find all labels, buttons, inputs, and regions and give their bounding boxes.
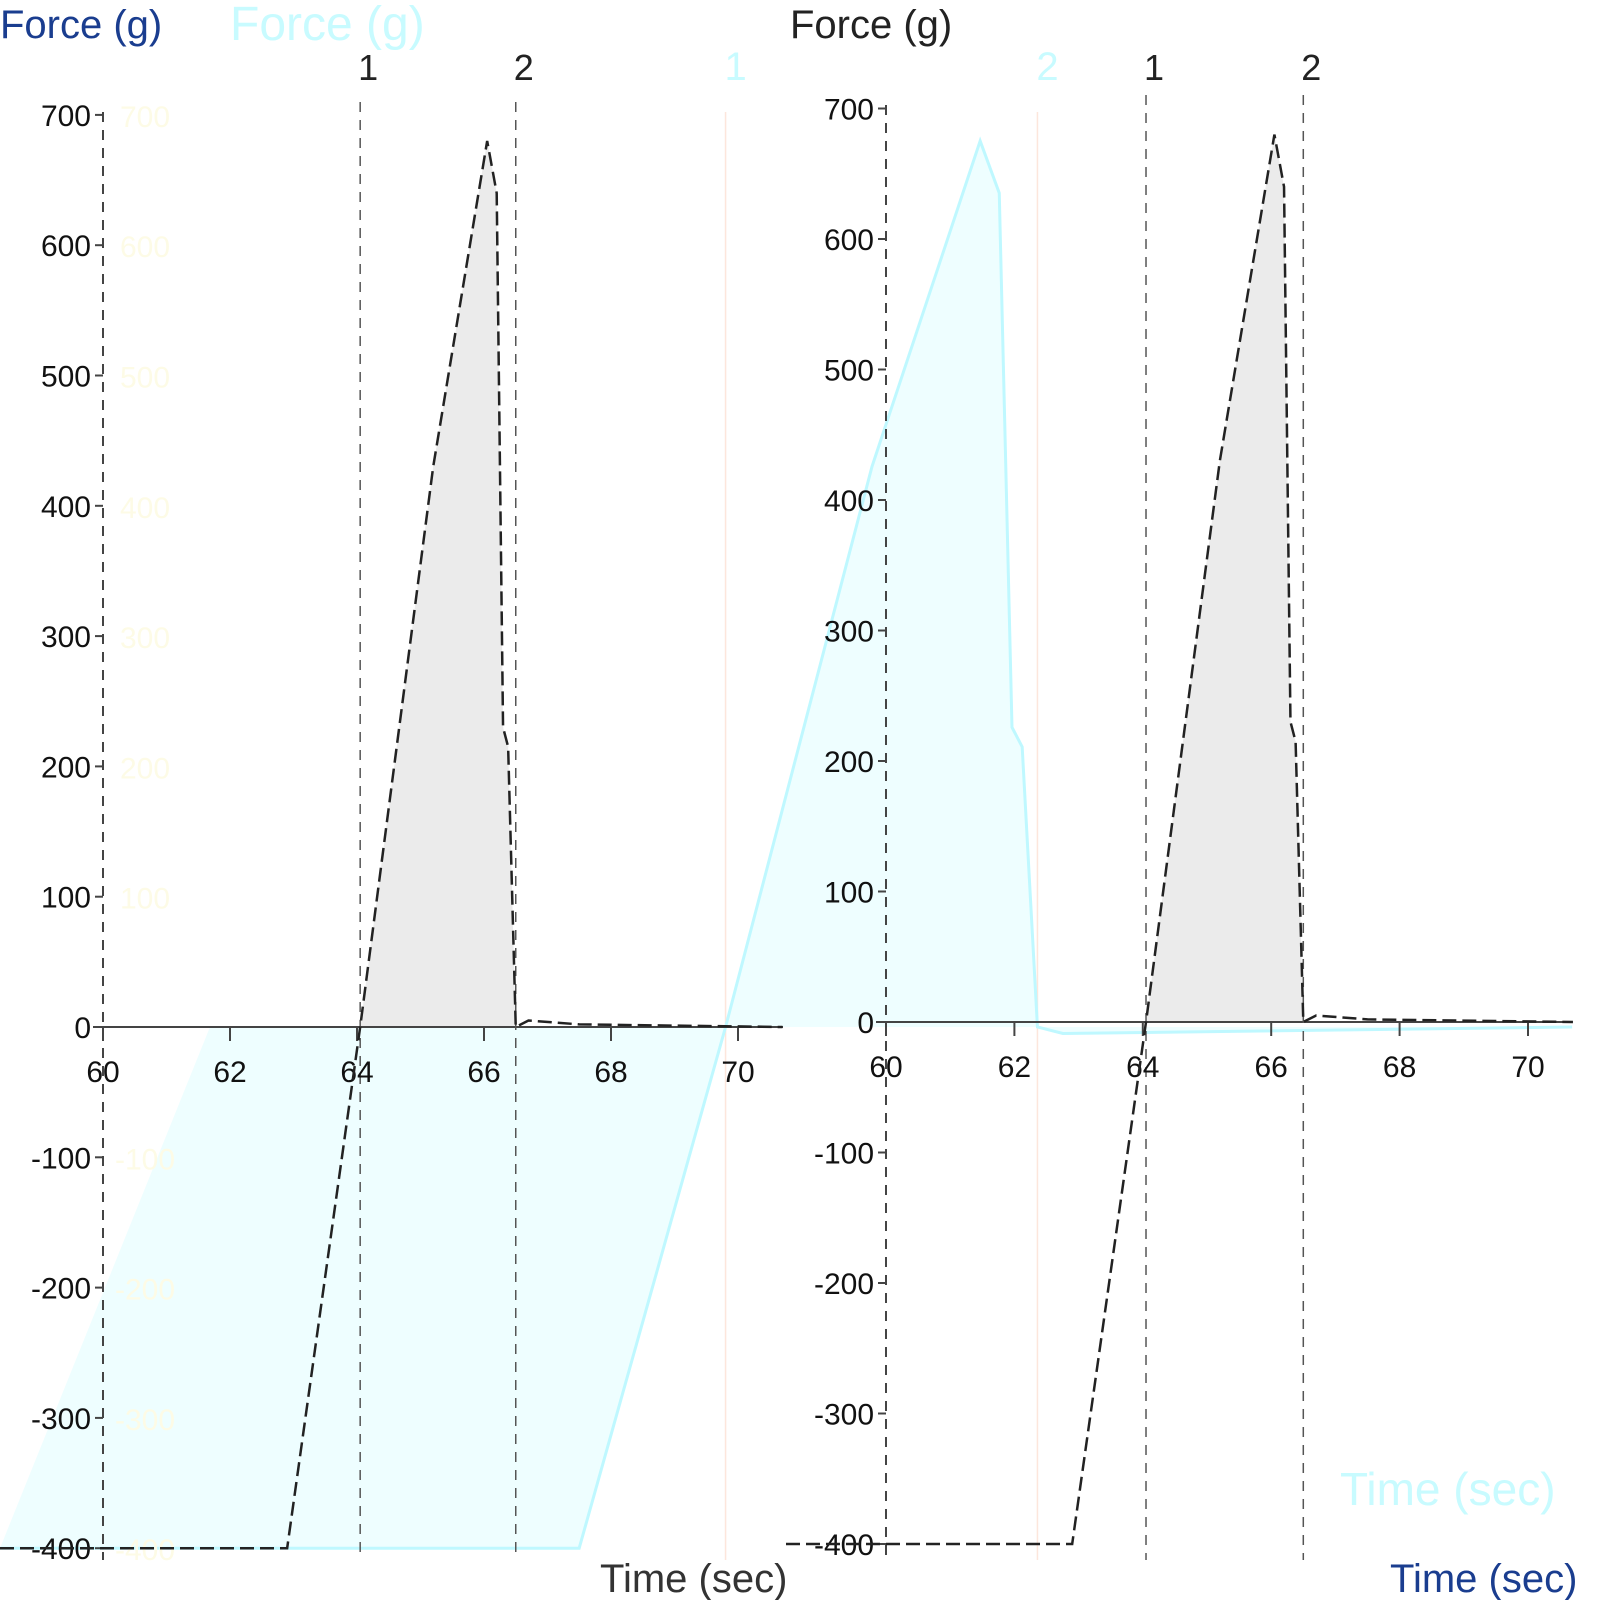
overlay-ytick-label: -300	[115, 1404, 175, 1437]
shaded-region-0	[360, 140, 516, 1027]
ytick-label: 100	[41, 882, 91, 915]
ytick-label: 700	[824, 94, 874, 127]
shaded-region-1	[1146, 134, 1304, 1023]
ytick-label: 300	[824, 616, 874, 649]
marker-label-1: 1	[1144, 47, 1164, 88]
ytick-label: 300	[41, 621, 91, 654]
marker-label-1: 1	[358, 47, 378, 88]
ytick-label: 200	[41, 751, 91, 784]
xtick-label: 62	[998, 1051, 1031, 1084]
ytick-label: -100	[814, 1138, 874, 1171]
xlabel-1: Time (sec)	[1390, 1557, 1577, 1600]
ytick-label: -200	[31, 1273, 91, 1306]
overlay-area	[0, 140, 1573, 1549]
overlay-ytick-label: 500	[120, 362, 170, 395]
overlay-xlabel: Time (sec)	[1340, 1463, 1556, 1515]
xtick-label: 68	[594, 1056, 627, 1089]
overlay-ylabel: Force (g)	[230, 0, 425, 51]
ytick-label: 0	[74, 1012, 91, 1045]
ytick-label: -300	[814, 1399, 874, 1432]
marker-label-2: 2	[514, 47, 534, 88]
xtick-label: 70	[1511, 1051, 1544, 1084]
xtick-label: 66	[467, 1056, 500, 1089]
overlay-ytick-label: -400	[115, 1534, 175, 1567]
xtick-label: 70	[721, 1056, 754, 1089]
ytick-label: 700	[41, 100, 91, 133]
overlay-ytick-label: 200	[120, 752, 170, 785]
overlay-ytick-label: -100	[115, 1143, 175, 1176]
ylabel-1: Force (g)	[790, 3, 952, 47]
ytick-label: 400	[41, 491, 91, 524]
xtick-label: 60	[86, 1056, 119, 1089]
overlay-ytick-label: -200	[115, 1274, 175, 1307]
ytick-label: 0	[857, 1007, 874, 1040]
xtick-label: 64	[1126, 1051, 1159, 1084]
xtick-label: 60	[869, 1051, 902, 1084]
marker-label-2: 2	[1301, 47, 1321, 88]
xtick-label: 68	[1383, 1051, 1416, 1084]
ytick-label: 100	[824, 877, 874, 910]
ytick-label: -400	[31, 1533, 91, 1566]
xtick-label: 62	[213, 1056, 246, 1089]
overlay-ytick-label: 100	[120, 883, 170, 916]
overlay-ytick-label: 600	[120, 231, 170, 264]
overlay-ytick-label: 700	[120, 101, 170, 134]
ytick-label: -200	[814, 1268, 874, 1301]
ytick-label: -300	[31, 1403, 91, 1436]
overlay-ytick-label: 400	[120, 492, 170, 525]
ytick-label: -400	[814, 1529, 874, 1562]
xlabel-0: Time (sec)	[600, 1557, 787, 1600]
ytick-label: 600	[824, 224, 874, 257]
overlay-marker-label-1: 1	[724, 45, 746, 89]
overlay-marker-label-2: 2	[1036, 45, 1058, 89]
ytick-label: 600	[41, 230, 91, 263]
overlay-line	[0, 136, 1573, 1550]
ytick-label: 400	[824, 485, 874, 518]
overlay-ytick-label: 300	[120, 622, 170, 655]
xtick-label: 66	[1255, 1051, 1288, 1084]
xtick-label: 64	[340, 1056, 373, 1089]
ylabel-0: Force (g)	[0, 3, 162, 47]
ytick-label: -100	[31, 1142, 91, 1175]
ytick-label: 500	[41, 361, 91, 394]
ytick-label: 200	[824, 746, 874, 779]
ytick-label: 500	[824, 355, 874, 388]
